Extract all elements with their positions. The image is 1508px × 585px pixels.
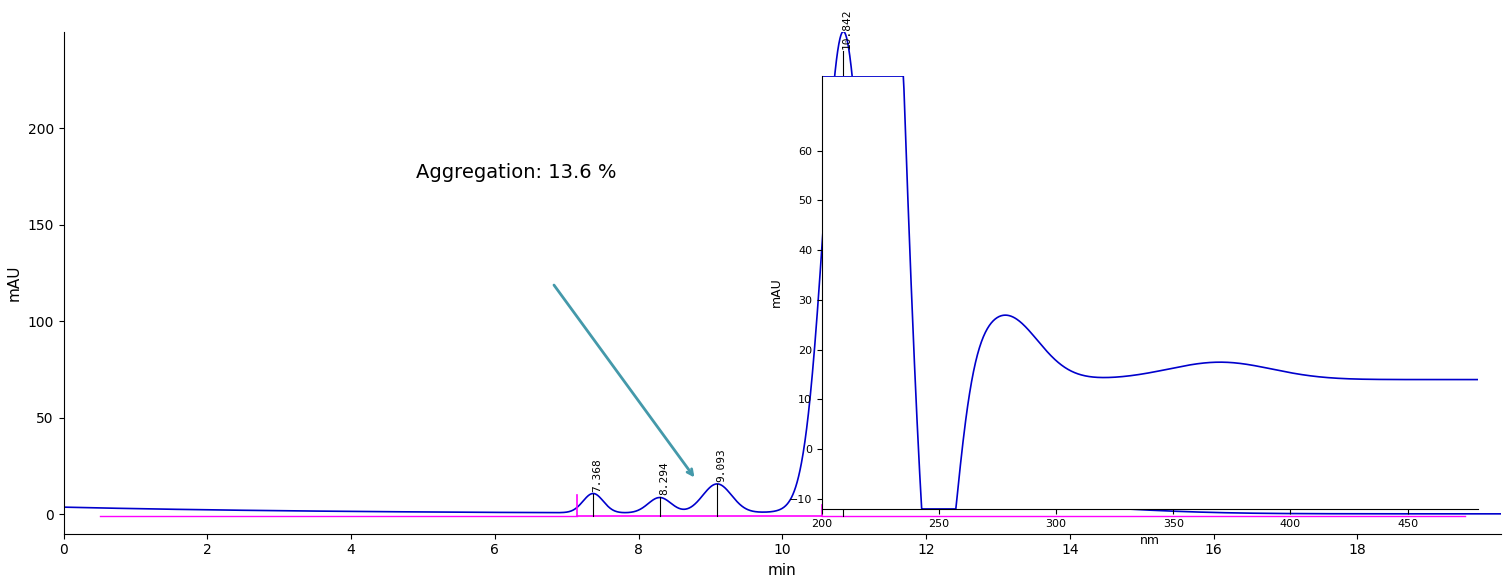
Y-axis label: mAU: mAU bbox=[8, 264, 23, 301]
Text: 9.093: 9.093 bbox=[716, 448, 727, 481]
Text: Aggregation: 13.6 %: Aggregation: 13.6 % bbox=[416, 163, 617, 182]
Text: 10.842: 10.842 bbox=[841, 9, 852, 49]
X-axis label: min: min bbox=[768, 563, 796, 578]
X-axis label: nm: nm bbox=[1140, 534, 1160, 547]
Text: 7.368: 7.368 bbox=[593, 459, 603, 492]
Text: 8.294: 8.294 bbox=[659, 462, 670, 495]
Y-axis label: mAU: mAU bbox=[771, 278, 783, 307]
